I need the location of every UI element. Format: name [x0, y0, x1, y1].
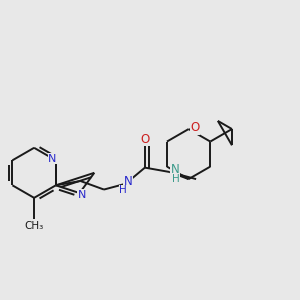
Text: N: N: [78, 190, 86, 200]
Text: N: N: [171, 163, 180, 176]
Text: H: H: [119, 185, 127, 195]
Text: N: N: [124, 175, 132, 188]
Text: O: O: [140, 133, 149, 146]
Text: H: H: [172, 174, 179, 184]
Text: CH₃: CH₃: [25, 220, 44, 231]
Text: N: N: [48, 154, 56, 164]
Text: O: O: [190, 121, 200, 134]
